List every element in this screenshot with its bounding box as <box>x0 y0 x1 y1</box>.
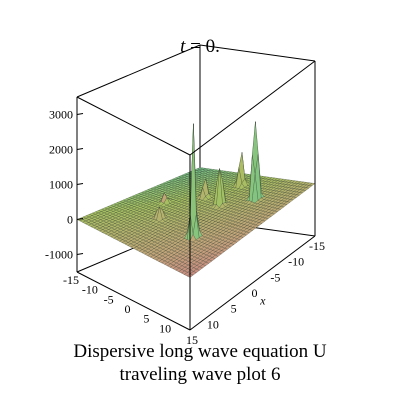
caption-line-1: Dispersive long wave equation U <box>73 341 327 362</box>
plot-title: t = 0. <box>0 36 400 58</box>
box-edge <box>189 235 316 331</box>
x-tick-label: -10 <box>288 255 304 269</box>
z-tick-mark <box>76 218 84 220</box>
z-tick-label: 2000 <box>49 143 73 157</box>
box-edge <box>199 44 316 62</box>
y-tick-label: 10 <box>159 321 171 335</box>
x-tick-label: 10 <box>207 317 219 331</box>
y-tick-label: 5 <box>143 312 149 326</box>
z-tick-label: 0 <box>67 213 73 227</box>
z-tick-label: 1000 <box>49 178 73 192</box>
caption: Dispersive long wave equation U travelin… <box>0 340 400 386</box>
x-axis-label: x <box>259 293 266 307</box>
title-value: = 0. <box>190 36 220 57</box>
z-tick-mark <box>76 113 84 115</box>
box-edge <box>189 60 316 156</box>
title-variable: t <box>180 36 186 57</box>
box-edge <box>76 271 191 331</box>
axis-ticks: 3000200010000-1000-15-10-50510151050-5-1… <box>45 108 325 348</box>
y-tick-label: 0 <box>125 302 131 316</box>
x-tick-label: 0 <box>252 286 258 300</box>
y-tick-label: -10 <box>82 283 98 297</box>
x-tick-label: -15 <box>309 239 325 253</box>
z-tick-label: -1000 <box>45 248 73 262</box>
z-tick-label: 3000 <box>49 108 73 122</box>
box-edge <box>76 44 201 98</box>
x-tick-label: -5 <box>270 270 280 284</box>
surface <box>76 121 316 278</box>
z-tick-mark <box>76 183 84 185</box>
y-tick-label: -15 <box>63 273 79 287</box>
y-tick-label: -5 <box>104 292 114 306</box>
x-tick-label: 5 <box>231 302 237 316</box>
z-tick-mark <box>76 253 84 255</box>
x-tick-label: 15 <box>186 333 198 347</box>
caption-line-2: traveling wave plot 6 <box>119 364 281 385</box>
box-edge <box>76 96 191 156</box>
z-tick-mark <box>76 148 84 150</box>
